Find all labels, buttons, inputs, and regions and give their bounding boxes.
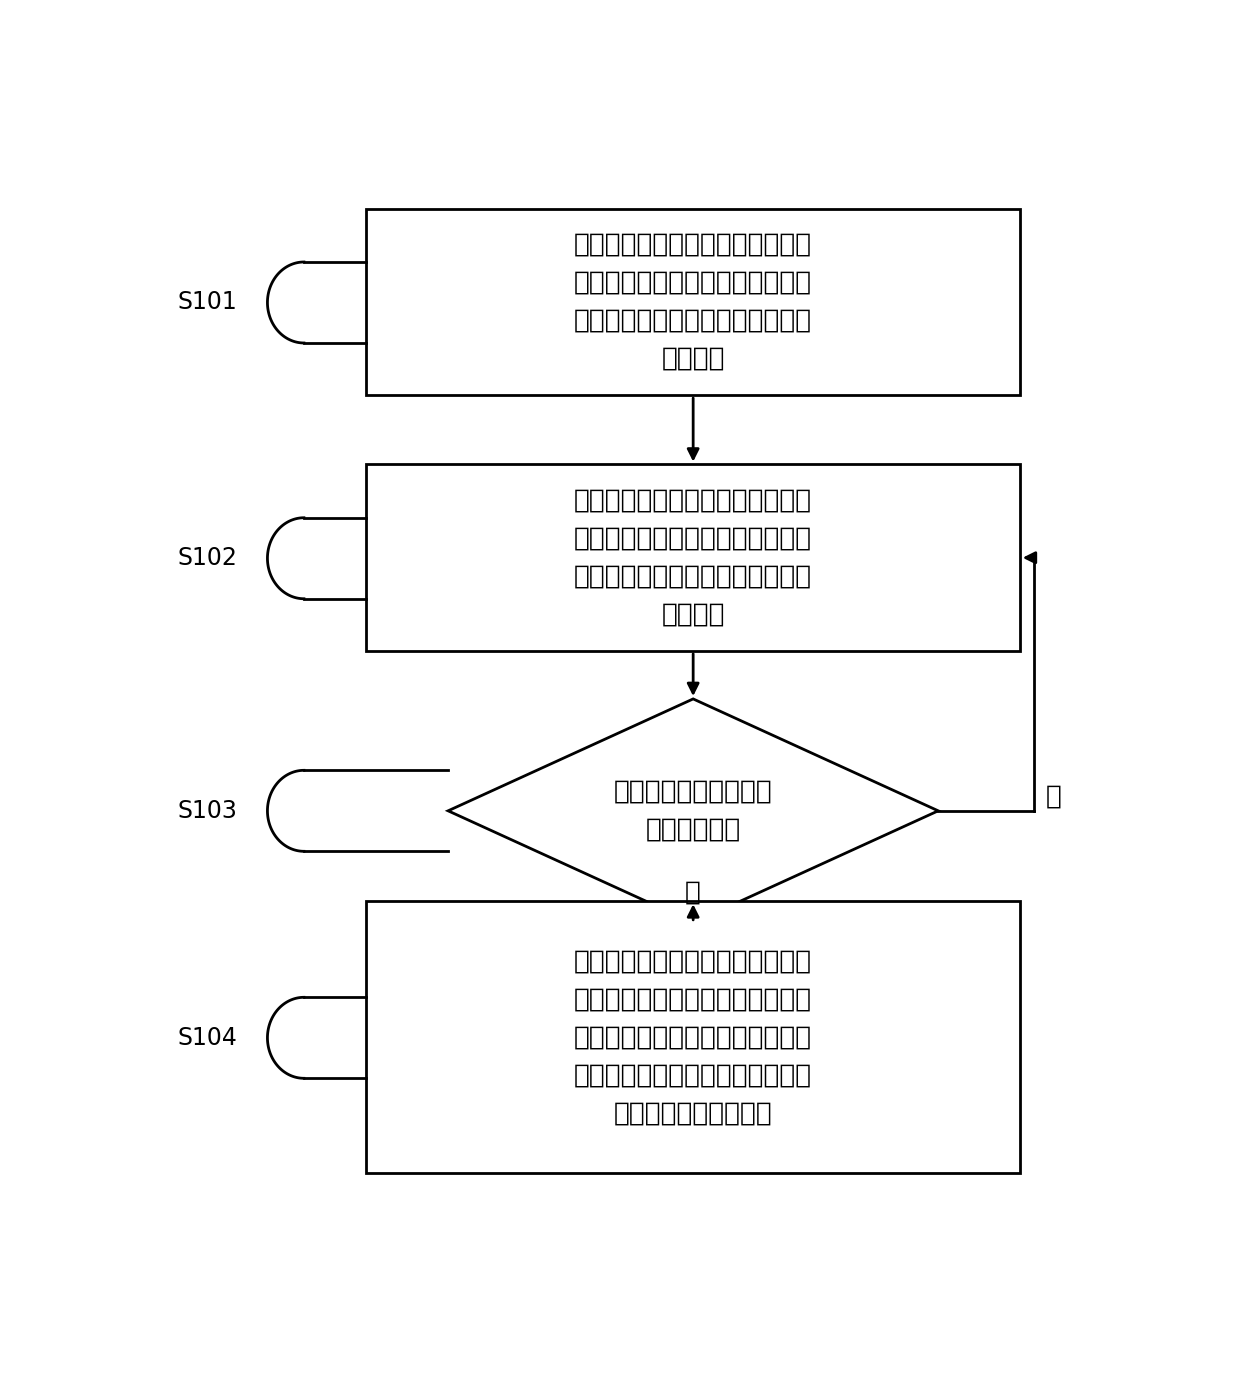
Text: 比较所述检测值是否大
于浓度设定值: 比较所述检测值是否大 于浓度设定值 [614,779,773,843]
Text: S103: S103 [177,799,238,823]
Bar [367,465,1019,650]
Text: S104: S104 [177,1026,238,1050]
Bar [367,209,1019,396]
Text: 是: 是 [686,880,701,907]
Text: S102: S102 [177,547,238,570]
Text: S101: S101 [179,291,238,314]
Text: 否: 否 [1045,783,1061,810]
Text: 安装在一级吸收罐内的浓度检测装
置检测所述一级吸收罐内的液体浓
度，控制器接收所述浓度检测装置
的检测值: 安装在一级吸收罐内的浓度检测装 置检测所述一级吸收罐内的液体浓 度，控制器接收所… [574,487,812,628]
Polygon shape [448,699,939,923]
Bar [367,901,1019,1174]
Text: 所述控制器控制相应阀门打开，将
所述一级吸收罐内的液体排放至储
液罐中，随后将二级吸收罐内的液
体排放至一级吸收罐内，供水装置
向所述二级吸收罐供水: 所述控制器控制相应阀门打开，将 所述一级吸收罐内的液体排放至储 液罐中，随后将二… [574,948,812,1127]
Text: 反应釜内进行铝灰渣水解反应，反
应釜排气口连接至一级吸收罐，将
氨气和含氨水蒸气排放至所述一级
吸收罐内: 反应釜内进行铝灰渣水解反应，反 应釜排气口连接至一级吸收罐，将 氨气和含氨水蒸气… [574,233,812,372]
